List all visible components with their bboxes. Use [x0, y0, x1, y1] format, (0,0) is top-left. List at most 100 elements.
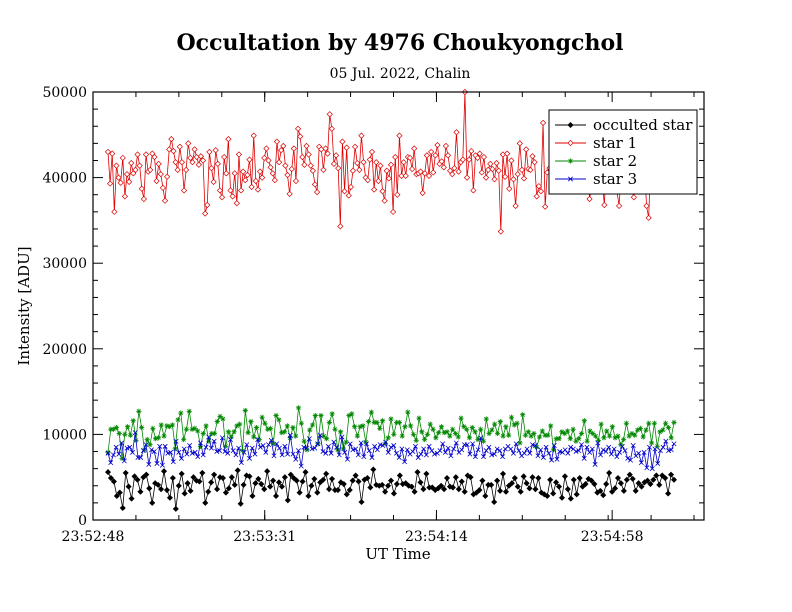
data-point: [576, 475, 583, 482]
data-point: [478, 435, 484, 441]
data-point: [208, 479, 215, 486]
data-point: [520, 175, 528, 182]
data-point: [564, 486, 571, 493]
data-point: [611, 446, 617, 452]
data-point: [176, 143, 183, 150]
data-point: [305, 493, 312, 500]
data-point: [234, 423, 240, 429]
data-point: [444, 429, 450, 435]
data-point: [409, 165, 416, 173]
data-point: [595, 440, 601, 446]
data-point: [472, 429, 478, 435]
data-point: [668, 471, 675, 478]
data-point: [438, 158, 445, 165]
data-point: [240, 481, 247, 488]
data-point: [204, 201, 211, 209]
data-point: [151, 449, 157, 455]
data-point: [336, 452, 342, 458]
data-point: [167, 424, 173, 430]
data-point: [368, 148, 376, 156]
series-occulted-star: [104, 466, 678, 512]
data-point: [444, 152, 452, 159]
data-point: [241, 449, 247, 455]
data-point: [556, 483, 563, 490]
data-point: [164, 423, 170, 429]
data-point: [641, 449, 647, 455]
data-point: [390, 208, 397, 215]
data-point: [174, 166, 181, 173]
data-point: [453, 129, 460, 136]
data-point: [383, 167, 390, 174]
data-point: [278, 147, 285, 154]
data-point: [432, 152, 439, 159]
data-point: [646, 420, 652, 426]
data-point: [270, 441, 276, 447]
data-point: [399, 446, 405, 452]
data-point: [136, 408, 142, 414]
data-point: [524, 446, 530, 452]
data-point: [396, 419, 403, 426]
data-point: [181, 446, 187, 452]
data-point: [326, 111, 333, 118]
data-point: [459, 156, 466, 163]
data-point: [467, 474, 474, 481]
data-point: [636, 450, 642, 456]
data-point: [442, 449, 448, 455]
data-point: [264, 468, 271, 475]
data-point: [364, 441, 369, 447]
data-point: [231, 429, 237, 435]
data-point: [475, 436, 481, 443]
data-point: [464, 426, 470, 432]
data-point: [517, 488, 524, 495]
data-point: [290, 145, 297, 152]
legend-marker: [567, 121, 574, 129]
data-point: [152, 480, 159, 487]
data-point: [396, 472, 403, 479]
data-point: [671, 419, 677, 426]
data-point: [351, 424, 358, 430]
x-axis-label: UT Time: [365, 545, 430, 563]
data-point: [499, 470, 507, 477]
data-point: [340, 481, 347, 488]
data-point: [582, 481, 589, 488]
data-point: [476, 487, 483, 494]
data-point: [497, 487, 504, 494]
data-point: [115, 174, 122, 181]
data-point: [470, 441, 476, 447]
data-point: [533, 193, 540, 200]
data-point: [229, 193, 236, 200]
data-point: [514, 171, 521, 178]
data-point: [166, 146, 173, 153]
data-point: [464, 472, 471, 479]
data-point: [479, 477, 486, 484]
data-point: [600, 447, 606, 453]
data-point: [452, 474, 459, 481]
data-point: [219, 475, 226, 482]
data-point: [495, 167, 502, 174]
data-point: [649, 466, 655, 472]
data-point: [654, 443, 660, 449]
data-point: [343, 439, 349, 445]
data-point: [424, 431, 431, 437]
data-point: [189, 159, 196, 166]
data-point: [273, 138, 281, 145]
data-point: [561, 473, 568, 480]
data-point: [391, 443, 397, 449]
data-point: [231, 481, 238, 488]
data-point: [510, 450, 516, 456]
data-point: [198, 440, 204, 446]
data-point: [418, 451, 424, 457]
data-point: [405, 409, 411, 415]
data-point: [326, 419, 332, 426]
data-point: [516, 448, 522, 454]
data-point: [228, 434, 234, 440]
data-point: [652, 446, 658, 452]
data-point: [334, 444, 340, 450]
data-point: [410, 431, 417, 437]
data-point: [570, 476, 577, 483]
data-point: [385, 482, 392, 489]
data-point: [358, 498, 365, 506]
data-point: [192, 425, 198, 432]
data-point: [356, 166, 363, 173]
data-point: [402, 424, 408, 430]
